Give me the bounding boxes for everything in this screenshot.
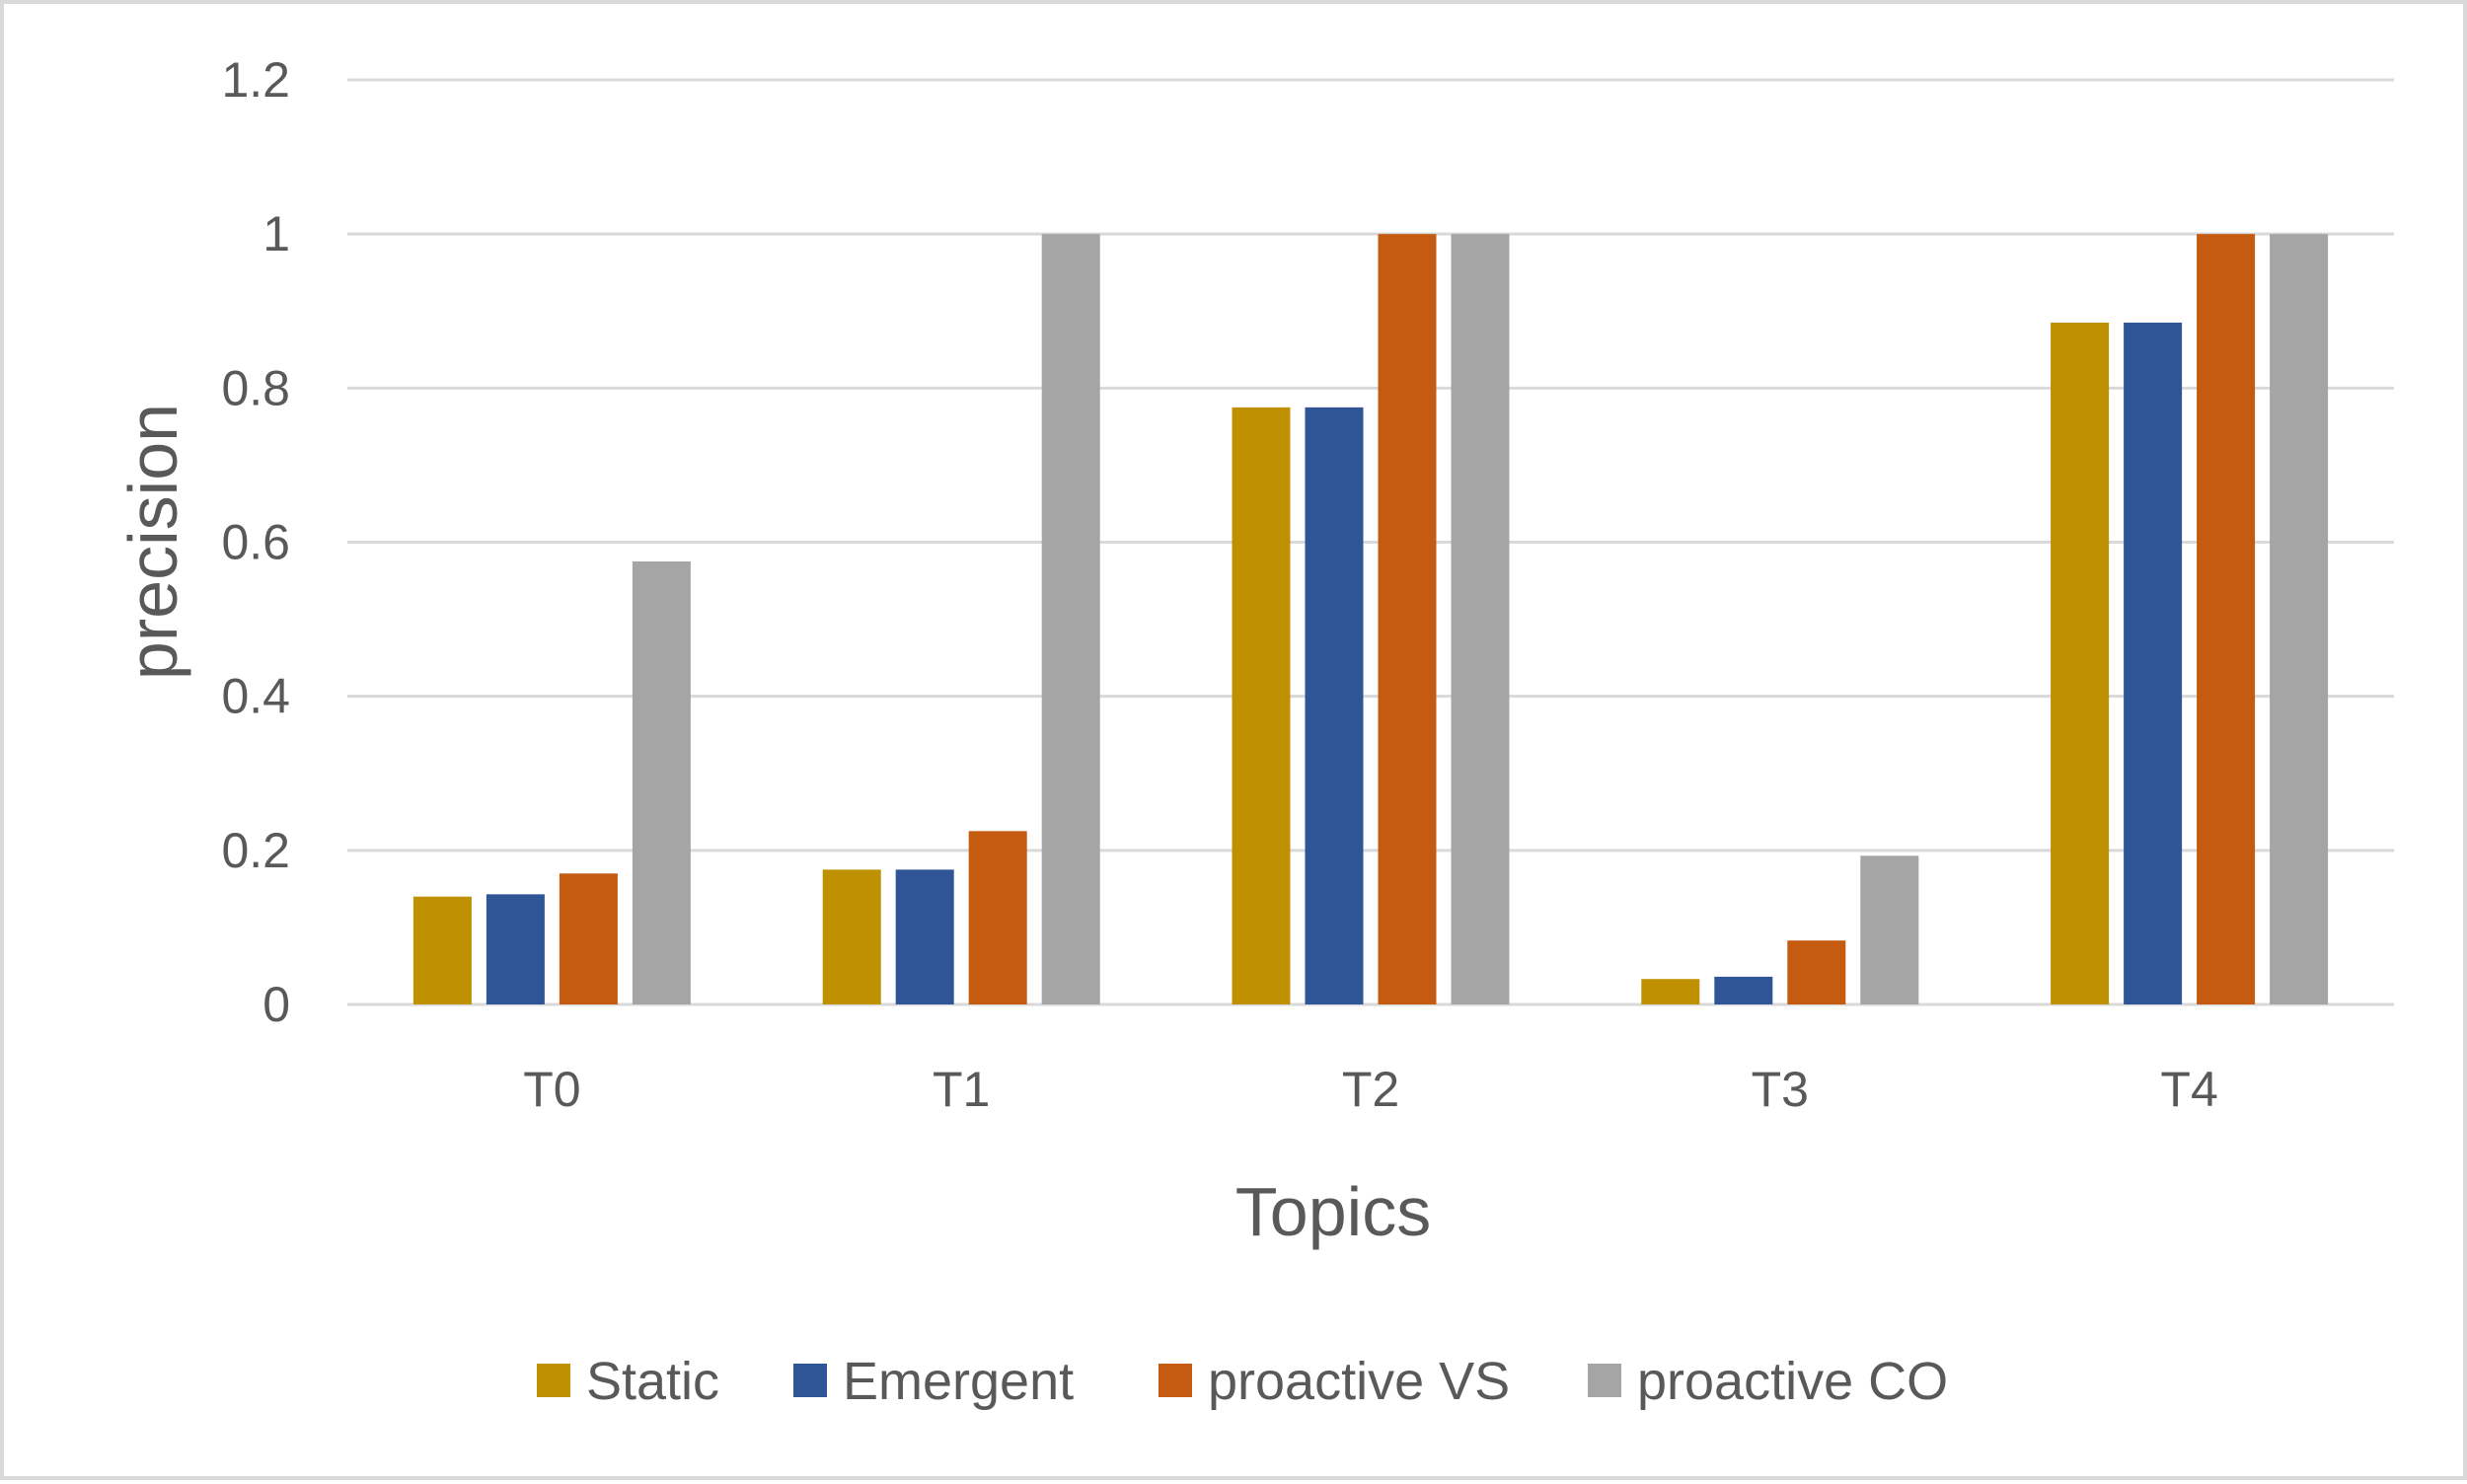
bar [632,561,691,1004]
legend-swatch [1588,1364,1621,1397]
x-tick-label: T0 [523,1062,580,1117]
y-tick-label: 0.2 [221,823,290,878]
bar [486,894,545,1004]
legend-swatch [537,1364,570,1397]
x-axis-title: Topics [1235,1173,1431,1250]
bar [1451,234,1510,1004]
bar [2051,322,2110,1004]
bar [1860,855,1919,1004]
x-tick-label: T1 [933,1062,990,1117]
bar [2197,234,2256,1004]
y-tick-label: 0.8 [221,360,290,415]
legend-label: proactive VS [1208,1352,1510,1411]
bar [1305,407,1364,1005]
bar [895,869,954,1004]
legend-swatch [1159,1364,1192,1397]
legend-swatch [793,1364,827,1397]
legend-label: proactive CO [1637,1352,1948,1411]
bar [1714,976,1773,1004]
legend-label: Emergent [843,1352,1074,1411]
x-tick-label: T2 [1342,1062,1399,1117]
y-tick-label: 0.6 [221,515,290,570]
bar [412,896,472,1004]
bars [412,234,2329,1005]
x-tick-labels: T0 T1 T2 T3 T4 [523,1062,2218,1117]
y-axis-title: precision [114,404,191,680]
bar-chart: 0 0.2 0.4 0.6 0.8 1 1.2 T0 T1 T2 T3 T4 Topics prec… [114,52,2394,1411]
bar [2270,234,2329,1004]
x-tick-label: T4 [2160,1062,2217,1117]
bar [822,869,881,1004]
legend: Static Emergent proactive VS proactive CO [537,1352,1948,1411]
bar [1378,234,1437,1004]
y-tick-labels: 0 0.2 0.4 0.6 0.8 1 1.2 [221,52,290,1032]
y-tick-label: 1.2 [221,52,290,108]
x-tick-label: T3 [1752,1062,1809,1117]
y-tick-label: 1 [262,206,290,261]
bar [1232,407,1291,1005]
bar [1787,940,1846,1004]
legend-label: Static [586,1352,719,1411]
y-tick-label: 0.4 [221,669,290,724]
bar [968,831,1027,1004]
y-tick-label: 0 [262,977,290,1032]
bar [1641,979,1700,1004]
bar [559,873,618,1004]
bar [2124,322,2183,1004]
bar [1041,234,1100,1004]
